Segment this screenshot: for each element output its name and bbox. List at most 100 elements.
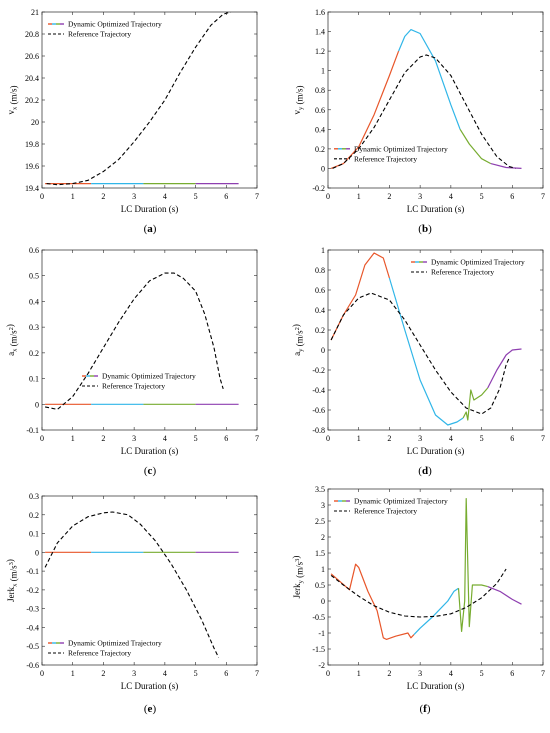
subfigure-label: (d) (418, 465, 432, 477)
y-tick-label: 20 (31, 118, 39, 127)
y-tick-label: 0 (321, 346, 325, 355)
x-tick-label: 6 (510, 434, 514, 443)
reference-trajectory-line (332, 54, 516, 169)
x-tick-label: 7 (541, 434, 545, 443)
y-tick-label: 0.4 (315, 306, 325, 315)
x-tick-label: 0 (326, 192, 330, 201)
optimized-segment-4 (490, 163, 522, 169)
y-tick-label: 1 (321, 565, 325, 574)
y-tick-label: 1.5 (315, 549, 325, 558)
optimized-segment-4 (487, 348, 522, 389)
x-tick-label: 6 (224, 192, 228, 201)
optimized-segment-4 (487, 586, 522, 605)
x-tick-label: 4 (449, 192, 453, 201)
y-tick-label: -0.5 (312, 613, 325, 622)
y-axis-label: ax (m/s2) (5, 324, 19, 356)
x-tick-label: 2 (101, 669, 105, 678)
x-tick-label: 2 (387, 192, 391, 201)
subfigure-label: (b) (418, 223, 432, 235)
y-tick-label: -0.6 (312, 406, 325, 415)
x-tick-label: 0 (40, 192, 44, 201)
y-tick-label: 20.2 (25, 96, 39, 105)
y-tick-label: 0.2 (315, 326, 325, 335)
x-axis-label: LC Duration (s) (121, 681, 179, 691)
y-tick-label: -0.5 (26, 642, 39, 651)
y-tick-label: -0.4 (312, 386, 325, 395)
x-tick-label: 6 (510, 669, 514, 678)
x-tick-label: 3 (418, 669, 422, 678)
y-tick-label: 0.2 (29, 349, 39, 358)
x-tick-label: 3 (418, 434, 422, 443)
y-tick-label: 3.5 (315, 485, 325, 494)
x-tick-label: 1 (357, 192, 361, 201)
y-tick-label: 0.6 (29, 246, 39, 255)
x-tick-label: 3 (132, 434, 136, 443)
legend-label-optimized: Dynamic Optimized Trajectory (431, 258, 525, 267)
y-tick-label: -0.6 (26, 661, 39, 670)
y-tick-label: 0.1 (29, 530, 39, 539)
y-tick-label: -0.2 (312, 184, 325, 193)
chart-panel-b: 0 1 2 3 4 5 6 7-0.200.20.40.60.811.21.41.6LC Du… (292, 8, 545, 235)
y-tick-label: -0.2 (312, 366, 325, 375)
x-tick-label: 1 (71, 434, 75, 443)
y-axis-label: vx (m/s) (6, 85, 19, 114)
y-axis-label: vy (m/s) (292, 85, 305, 114)
x-tick-label: 4 (163, 669, 167, 678)
x-tick-label: 6 (510, 192, 514, 201)
x-tick-label: 5 (480, 434, 484, 443)
x-axis-label: LC Duration (s) (407, 446, 465, 456)
x-tick-label: 1 (357, 669, 361, 678)
legend-label-optimized: Dynamic Optimized Trajectory (354, 144, 448, 153)
y-tick-label: -0.2 (26, 586, 39, 595)
x-tick-label: 2 (387, 669, 391, 678)
y-tick-label: 0 (321, 164, 325, 173)
y-tick-label: 1.2 (315, 47, 325, 56)
subfigure-label: (f) (419, 703, 430, 715)
x-tick-label: 0 (40, 434, 44, 443)
y-tick-label: 0.3 (29, 323, 39, 332)
x-tick-label: 0 (326, 669, 330, 678)
y-tick-label: -1 (318, 629, 325, 638)
y-tick-label: 1.4 (315, 28, 325, 37)
y-tick-label: 0.8 (315, 86, 325, 95)
legend-label-reference: Reference Trajectory (431, 268, 494, 277)
y-tick-label: 0 (35, 400, 39, 409)
chart-panel-f: 0 1 2 3 4 5 6 7 -2 -1.5 -1 -0.5 0 0.5 1 1.5 2 2.5 3 3.5 LC D… (291, 485, 545, 715)
legend-label-optimized: Dynamic Optimized Trajectory (68, 639, 162, 648)
x-tick-label: 1 (71, 192, 75, 201)
x-axis-label: LC Duration (s) (407, 681, 465, 691)
y-tick-label: 0 (35, 548, 39, 557)
y-tick-label: 3 (321, 501, 325, 510)
legend-label-reference: Reference Trajectory (68, 649, 131, 658)
y-tick-label: -1.5 (312, 645, 325, 654)
y-tick-label: 0.4 (29, 297, 39, 306)
x-tick-label: 3 (132, 192, 136, 201)
x-tick-label: 0 (326, 434, 330, 443)
legend-label-optimized: Dynamic Optimized Trajectory (102, 372, 196, 381)
y-tick-label: 1 (321, 67, 325, 76)
legend-label-reference: Reference Trajectory (354, 154, 417, 163)
x-tick-label: 4 (163, 192, 167, 201)
y-tick-label: 0.6 (315, 286, 325, 295)
x-tick-label: 5 (480, 192, 484, 201)
y-tick-label: 0.3 (29, 492, 39, 501)
y-tick-label: 0.5 (315, 581, 325, 590)
legend-label-optimized: Dynamic Optimized Trajectory (354, 497, 448, 506)
y-tick-label: -0.1 (26, 426, 39, 435)
x-tick-label: 1 (357, 434, 361, 443)
x-tick-label: 0 (40, 669, 44, 678)
x-tick-label: 4 (449, 669, 453, 678)
y-tick-label: 2.5 (315, 517, 325, 526)
y-tick-label: 21 (31, 8, 39, 17)
y-tick-label: 1 (321, 246, 325, 255)
chart-panel-e: 0 1 2 3 4 5 6 7 -0.6 -0.5 -0.4 -0.3 -0.2 -0.1 0 0.1 0.2 0… (5, 492, 259, 715)
y-tick-label: 20.4 (25, 74, 39, 83)
y-tick-label: -0.8 (312, 426, 325, 435)
x-tick-label: 2 (387, 434, 391, 443)
axes-box (327, 11, 544, 189)
y-tick-label: 20.6 (25, 52, 39, 61)
